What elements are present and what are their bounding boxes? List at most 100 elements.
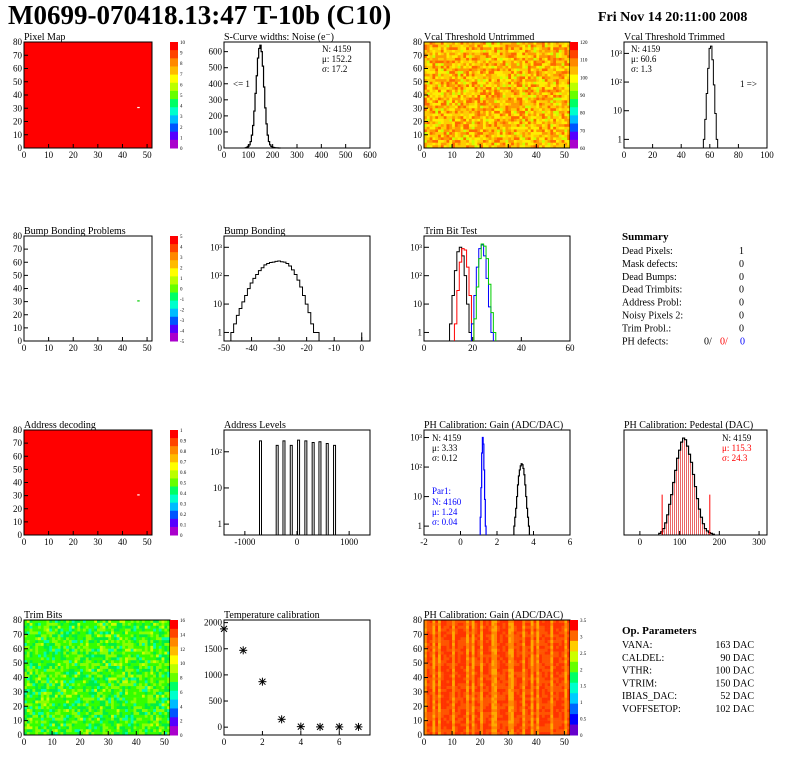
heatmap-cell [488,625,492,629]
heatmap-cell [161,686,165,690]
heatmap-cell [494,97,498,101]
heatmap-cell [452,71,456,75]
heatmap-cell [525,124,529,128]
heatmap-cell [567,44,571,48]
heatmap-cell [443,95,447,98]
heatmap-cell [516,129,520,133]
heatmap-cell [561,87,565,90]
heatmap-cell [452,95,456,98]
heatmap-cell [463,89,467,93]
heatmap-cell [54,666,58,670]
heatmap-cell [88,723,92,727]
heatmap-cell [446,63,450,67]
heatmap-cell [474,132,478,136]
heatmap-cell [438,47,442,51]
heatmap-cell [133,668,137,673]
heatmap-cell [57,703,61,707]
heatmap-cell [97,643,101,647]
heatmap-cell [57,631,61,635]
heatmap-cell [82,634,87,638]
heatmap-cell [468,97,473,101]
heatmap-cell [158,686,162,690]
heatmap-cell [68,671,73,675]
heatmap-cell [68,691,73,696]
heatmap-cell [94,732,98,736]
heatmap-cell [527,49,531,53]
heatmap-cell [43,694,47,698]
heatmap-cell [155,686,160,690]
heatmap-cell [558,55,562,59]
heatmap-cell [480,105,484,109]
heatmap-cell [150,714,154,719]
heatmap-cell [150,729,154,733]
heatmap-cell [508,126,512,130]
x-tick-label: 400 [315,150,329,160]
heatmap-cell [547,81,551,85]
heatmap-cell [480,81,484,85]
heatmap-cell [474,110,478,114]
heatmap-cell [52,714,56,719]
heatmap-cell [85,720,89,724]
y-tick-label: 80 [413,37,423,47]
heatmap-cell [139,680,143,684]
heatmap-cell [513,118,517,122]
heatmap-cell [29,622,33,627]
heatmap-cell [553,84,557,88]
heatmap-cell [471,81,475,85]
heatmap-cell [555,620,560,624]
heatmap-cell [482,142,487,146]
heatmap-cell [499,71,503,75]
heatmap-cell [54,720,58,724]
heatmap-cell [68,620,73,624]
heatmap-cell [499,132,503,136]
heatmap-cell [29,660,33,664]
heatmap-cell [438,620,442,624]
heatmap-cell [99,640,103,644]
x-tick-label: 2 [260,737,265,747]
heatmap-cell [499,47,503,51]
heatmap-cell [435,89,439,93]
heatmap-cell [536,145,540,149]
heatmap-cell [561,620,565,624]
heatmap-cell [527,87,531,90]
heatmap-cell [533,134,537,138]
heatmap-cell [94,677,98,681]
heatmap-cell [555,108,560,112]
heatmap-cell [536,113,540,117]
heatmap-cell [57,622,61,627]
heatmap-cell [155,674,160,678]
heatmap-cell [466,49,470,53]
heatmap-cell [158,643,162,647]
heatmap-cell [153,634,157,638]
heatmap-cell [567,55,571,59]
heatmap-cell [139,648,143,652]
heatmap-cell [167,660,171,664]
y-tick-label: 10 [413,492,423,502]
heatmap-cell [457,116,461,120]
heatmap-cell [443,620,447,624]
heatmap-cell [136,697,140,701]
heatmap-cell [105,714,109,719]
heatmap-cell [471,49,475,53]
heatmap-cell [513,108,517,112]
heatmap-cell [544,71,548,75]
heatmap-cell [553,631,557,635]
x-tick-label: 6 [568,537,573,547]
heatmap-cell [426,620,430,624]
heatmap-cell [161,732,165,736]
heatmap-cell [435,105,439,109]
heatmap-cell [82,648,87,652]
heatmap-cell [155,651,160,655]
heatmap-cell [74,648,78,652]
heatmap-cell [153,671,157,675]
heatmap-cell [63,712,67,716]
heatmap-cell [85,726,89,730]
panel-scurve-noise: S-Curve widths: Noise (e⁻)0 100 200 300 400 5… [209,32,378,160]
heatmap-cell [77,674,81,678]
heatmap-cell [488,97,492,101]
heatmap-cell [463,628,467,632]
heatmap-cell [119,732,123,736]
heatmap-cell [426,57,430,61]
heatmap-cell [533,89,537,93]
heatmap-cell [161,654,165,658]
